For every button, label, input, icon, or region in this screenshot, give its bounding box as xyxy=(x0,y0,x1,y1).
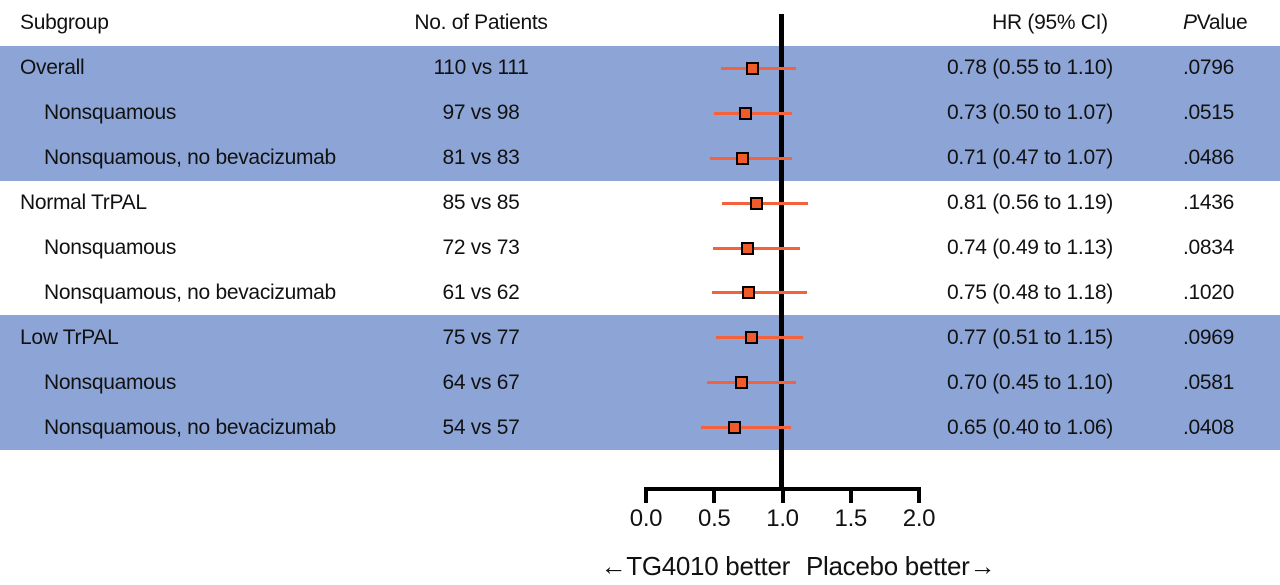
row-pvalue: .0486 xyxy=(1183,146,1235,170)
row-hr-ci: 0.65 (0.40 to 1.06) xyxy=(947,415,1113,439)
ci-line xyxy=(722,201,809,205)
row-label: Nonsquamous, no bevacizumab xyxy=(44,146,336,170)
row-pvalue: .0408 xyxy=(1183,415,1235,439)
row-hr-ci: 0.77 (0.51 to 1.15) xyxy=(947,325,1113,349)
row-hr-ci: 0.81 (0.56 to 1.19) xyxy=(947,191,1113,215)
hr-marker-square-icon xyxy=(736,151,750,165)
row-label: Nonsquamous, no bevacizumab xyxy=(44,280,336,304)
row-label: Normal TrPAL xyxy=(20,191,147,215)
row-patients: 81 vs 83 xyxy=(442,146,520,170)
ci-line xyxy=(707,381,797,385)
table-row: Nonsquamous, no bevacizumab 61 vs 62 0.7… xyxy=(0,271,1280,316)
row-pvalue: .0515 xyxy=(1183,101,1235,125)
row-hr-ci: 0.78 (0.55 to 1.10) xyxy=(947,56,1113,80)
header-hr-ci: HR (95% CI) xyxy=(992,11,1108,34)
table-row: Low TrPAL 75 vs 77 0.77 (0.51 to 1.15) .… xyxy=(0,315,1280,361)
row-patients: 64 vs 67 xyxy=(442,370,520,394)
axis-tick xyxy=(644,487,648,503)
row-hr-ci: 0.70 (0.45 to 1.10) xyxy=(947,370,1113,394)
header-p-value: P Value xyxy=(1183,0,1248,46)
hr-marker-square-icon xyxy=(745,61,759,75)
table-row: Nonsquamous 64 vs 67 0.70 (0.45 to 1.10)… xyxy=(0,360,1280,406)
axis-tick-label: 2.0 xyxy=(902,505,936,532)
row-hr-ci: 0.74 (0.49 to 1.13) xyxy=(947,236,1113,260)
row-patients: 72 vs 73 xyxy=(442,236,520,260)
row-pvalue: .0796 xyxy=(1183,56,1235,80)
row-patients: 61 vs 62 xyxy=(442,280,520,304)
axis-tick xyxy=(917,487,921,503)
direction-label-left: ←TG4010 better xyxy=(600,550,791,581)
row-patients: 97 vs 98 xyxy=(442,101,520,125)
axis-tick-label: 1.0 xyxy=(766,505,799,532)
table-row: Nonsquamous 72 vs 73 0.74 (0.49 to 1.13)… xyxy=(0,226,1280,271)
ci-line xyxy=(715,336,803,340)
axis-tick-label: 0.5 xyxy=(698,505,731,532)
axis-tick xyxy=(780,487,785,503)
table-row: Normal TrPAL 85 vs 85 0.81 (0.56 to 1.19… xyxy=(0,181,1280,226)
header-subgroup: Subgroup xyxy=(20,11,109,34)
row-hr-ci: 0.71 (0.47 to 1.07) xyxy=(947,146,1113,170)
row-patients: 54 vs 57 xyxy=(442,415,520,439)
row-label: Nonsquamous, no bevacizumab xyxy=(44,415,336,439)
hr-marker-square-icon xyxy=(750,196,764,210)
row-pvalue: .0834 xyxy=(1183,236,1235,260)
header-patients: No. of Patients xyxy=(414,11,548,34)
axis-tick xyxy=(712,487,717,503)
direction-label-right: Placebo better→ xyxy=(806,550,996,581)
row-patients: 85 vs 85 xyxy=(442,191,520,215)
row-label: Nonsquamous xyxy=(44,370,177,394)
row-hr-ci: 0.73 (0.50 to 1.07) xyxy=(947,101,1113,125)
row-pvalue: .1020 xyxy=(1183,280,1235,304)
hr-marker-square-icon xyxy=(740,241,754,255)
row-label: Low TrPAL xyxy=(20,325,119,349)
table-row: Nonsquamous, no bevacizumab 54 vs 57 0.6… xyxy=(0,405,1280,451)
hr-marker-square-icon xyxy=(744,331,758,345)
ci-line xyxy=(711,291,808,295)
ci-line xyxy=(700,426,791,430)
table-row: Overall 110 vs 111 0.78 (0.55 to 1.10) .… xyxy=(0,46,1280,91)
row-label: Nonsquamous xyxy=(44,101,177,125)
reference-line xyxy=(779,14,784,488)
row-label: Nonsquamous xyxy=(44,236,177,260)
row-label: Overall xyxy=(20,56,85,80)
hr-marker-square-icon xyxy=(735,376,749,390)
hr-marker-square-icon xyxy=(728,421,742,435)
row-pvalue: .1436 xyxy=(1183,191,1235,215)
header-p-italic: P xyxy=(1183,11,1197,34)
row-pvalue: .0581 xyxy=(1183,370,1235,394)
table-row: Nonsquamous, no bevacizumab 81 vs 83 0.7… xyxy=(0,135,1280,181)
hr-marker-square-icon xyxy=(741,286,755,300)
ci-line xyxy=(714,111,793,115)
hr-marker-square-icon xyxy=(739,106,753,120)
axis-tick-label: 1.5 xyxy=(834,505,868,532)
table-row: Nonsquamous 97 vs 98 0.73 (0.50 to 1.07)… xyxy=(0,90,1280,136)
row-hr-ci: 0.75 (0.48 to 1.18) xyxy=(947,280,1113,304)
header-p-rest: Value xyxy=(1196,11,1248,34)
ci-line xyxy=(712,246,801,250)
row-pvalue: .0969 xyxy=(1183,325,1235,349)
row-patients: 75 vs 77 xyxy=(442,325,520,349)
axis-tick-label: 0.0 xyxy=(629,505,663,532)
axis-tick xyxy=(848,487,853,503)
row-patients: 110 vs 111 xyxy=(433,56,529,80)
ci-line xyxy=(710,156,793,160)
